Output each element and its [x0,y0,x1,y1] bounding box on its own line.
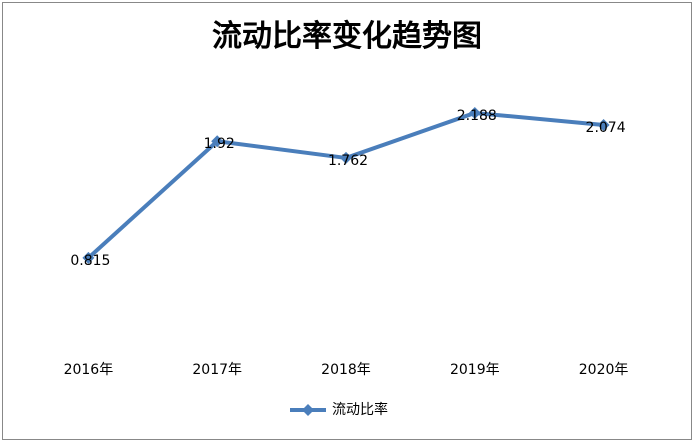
point-marker [211,135,224,148]
point-marker [597,118,610,131]
data-label: 1.92 [204,136,235,152]
x-tick-label: 2019年 [450,362,500,378]
legend-marker [302,404,314,416]
chart-frame [2,2,692,440]
point-marker [82,251,95,264]
x-tick-label: 2016年 [64,362,114,378]
point-marker [468,106,481,119]
legend-label: 流动比率 [332,401,388,418]
chart-title: 流动比率变化趋势图 [212,19,482,54]
data-label: 2.074 [586,120,626,136]
data-label: 1.762 [328,153,368,169]
data-label: 2.188 [457,108,497,124]
data-label: 0.815 [70,253,110,269]
x-tick-label: 2020年 [579,362,629,378]
x-tick-label: 2018年 [321,362,371,378]
x-tick-label: 2017年 [192,362,242,378]
point-marker [340,151,352,164]
